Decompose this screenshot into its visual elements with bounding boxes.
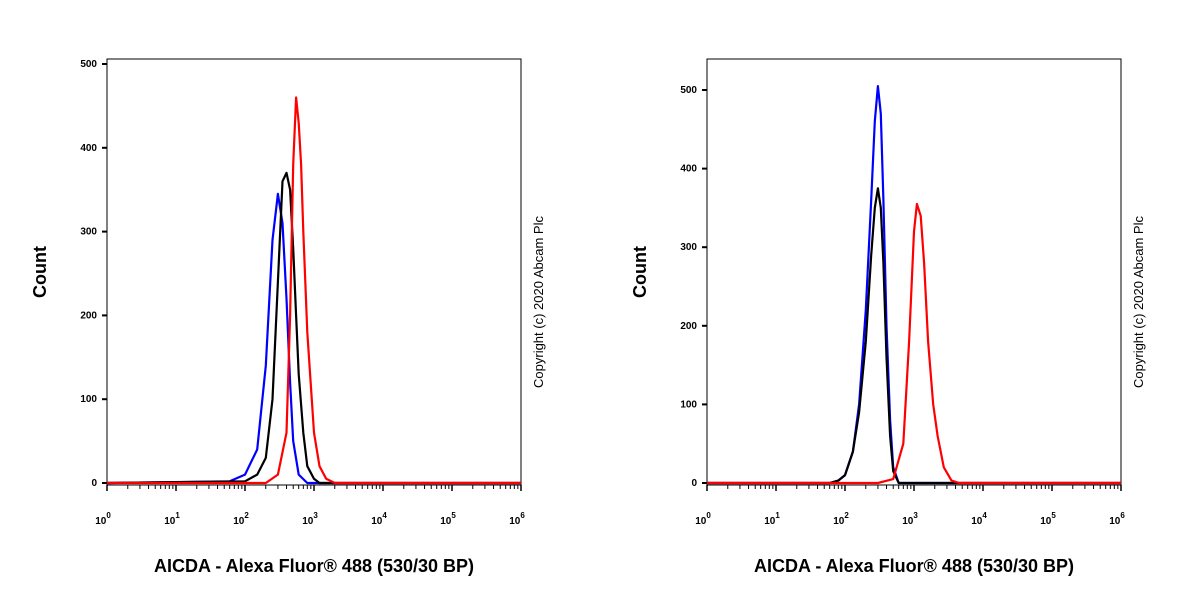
y-tick-label: 0 bbox=[91, 478, 97, 489]
x-tick-label: 105 bbox=[1040, 511, 1056, 527]
x-tick-label: 104 bbox=[371, 511, 387, 527]
y-tick-label: 500 bbox=[680, 85, 697, 96]
x-tick-label: 101 bbox=[764, 511, 780, 527]
x-tick-label: 102 bbox=[233, 511, 249, 527]
y-tick-label: 0 bbox=[691, 478, 697, 489]
x-axis-title: AICDA - Alexa Fluor® 488 (530/30 BP) bbox=[154, 556, 474, 576]
y-tick-label: 400 bbox=[80, 143, 97, 154]
copyright-text: Copyright (c) 2020 Abcam Plc bbox=[531, 216, 546, 388]
series-line-1 bbox=[106, 171, 521, 485]
x-tick-label: 100 bbox=[95, 511, 111, 527]
x-tick-label: 104 bbox=[971, 511, 987, 527]
y-tick-label: 200 bbox=[80, 310, 97, 321]
x-tick-label: 105 bbox=[440, 511, 456, 527]
x-tick-label: 100 bbox=[695, 511, 711, 527]
y-tick-label: 100 bbox=[680, 399, 697, 410]
y-axis-title: Count bbox=[630, 246, 650, 298]
series-line-0 bbox=[707, 84, 1121, 485]
x-tick-label: 102 bbox=[833, 511, 849, 527]
x-tick-label: 103 bbox=[902, 511, 918, 527]
x-tick-label: 106 bbox=[509, 511, 525, 527]
y-tick-label: 400 bbox=[680, 164, 697, 175]
series-line-2 bbox=[707, 202, 1121, 485]
y-tick-label: 300 bbox=[80, 227, 97, 238]
series-line-0 bbox=[106, 192, 521, 485]
y-tick-label: 500 bbox=[80, 59, 97, 70]
y-tick-label: 100 bbox=[80, 394, 97, 405]
copyright-text: Copyright (c) 2020 Abcam Plc bbox=[1131, 216, 1146, 388]
x-tick-label: 106 bbox=[1109, 511, 1125, 527]
series-line-2 bbox=[107, 96, 521, 485]
y-axis-title: Count bbox=[30, 246, 50, 298]
y-tick-label: 200 bbox=[680, 321, 697, 332]
histogram-right: 0 100 200 300 400 500 100 101 102 103 104 105 106 Cou… bbox=[630, 58, 1146, 576]
x-tick-label: 103 bbox=[302, 511, 318, 527]
series-line-1 bbox=[707, 187, 1121, 485]
y-tick-label: 300 bbox=[680, 242, 697, 253]
x-tick-label: 101 bbox=[164, 511, 180, 527]
x-axis-title: AICDA - Alexa Fluor® 488 (530/30 BP) bbox=[754, 556, 1074, 576]
plot-frame bbox=[706, 58, 1122, 486]
chart-panel-right: 0 100 200 300 400 500 100 101 102 103 104 105 106 Cou… bbox=[600, 0, 1200, 600]
chart-panel-left: 0 100 200 300 400 500 100 101 102 103 104 105 106 Cou… bbox=[30, 58, 546, 576]
histogram-left: 0 100 200 300 400 500 100 101 102 103 104 105 106 Cou… bbox=[30, 58, 546, 576]
